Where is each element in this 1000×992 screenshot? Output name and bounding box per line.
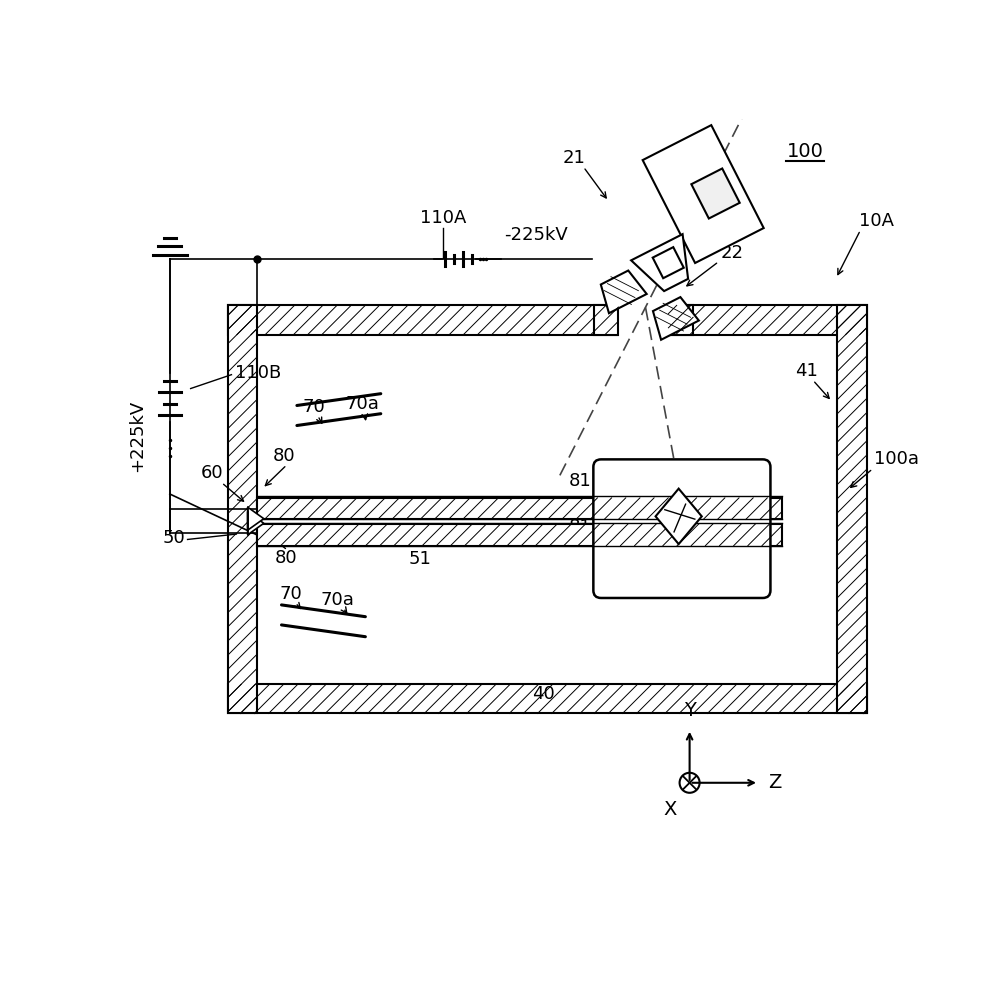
- Text: Z: Z: [768, 774, 782, 793]
- Polygon shape: [248, 512, 264, 535]
- Bar: [668, 306, 867, 334]
- Text: 22: 22: [720, 244, 743, 262]
- Bar: [837, 306, 867, 713]
- Text: 110A: 110A: [420, 209, 466, 227]
- Text: 41: 41: [795, 362, 818, 380]
- Polygon shape: [656, 489, 702, 544]
- Text: 30: 30: [695, 518, 718, 536]
- Text: 10A: 10A: [859, 211, 894, 230]
- Text: 100: 100: [787, 142, 824, 161]
- Text: 70: 70: [279, 585, 302, 603]
- Text: 60: 60: [201, 464, 224, 482]
- Text: 100a: 100a: [874, 450, 919, 468]
- Text: 40: 40: [532, 685, 555, 703]
- Text: 70a: 70a: [320, 590, 354, 608]
- Bar: [668, 306, 693, 334]
- Polygon shape: [631, 234, 688, 291]
- Text: 81: 81: [568, 518, 591, 536]
- Polygon shape: [601, 271, 647, 313]
- Text: X: X: [664, 800, 677, 818]
- Text: 80: 80: [273, 446, 295, 464]
- Bar: [257, 524, 782, 546]
- FancyBboxPatch shape: [593, 459, 770, 598]
- Text: 70a: 70a: [345, 395, 379, 413]
- Bar: [594, 306, 618, 334]
- Polygon shape: [691, 169, 740, 218]
- Polygon shape: [643, 125, 764, 263]
- Text: 110B: 110B: [235, 364, 282, 382]
- Text: 51: 51: [409, 551, 432, 568]
- Text: 50: 50: [162, 529, 185, 547]
- Text: 21: 21: [563, 149, 586, 167]
- Bar: [228, 306, 618, 334]
- Polygon shape: [653, 247, 684, 278]
- Bar: [228, 684, 867, 713]
- Text: -225kV: -225kV: [504, 225, 567, 244]
- Text: 20: 20: [711, 197, 733, 216]
- Text: +225kV: +225kV: [128, 400, 146, 472]
- Text: 31: 31: [659, 575, 682, 593]
- Text: 70: 70: [302, 398, 325, 416]
- Bar: [228, 306, 257, 713]
- Bar: [257, 498, 782, 520]
- Text: 80: 80: [274, 549, 297, 567]
- Polygon shape: [653, 297, 699, 340]
- Text: Y: Y: [684, 700, 696, 719]
- Text: 81: 81: [568, 472, 591, 490]
- Polygon shape: [248, 507, 264, 530]
